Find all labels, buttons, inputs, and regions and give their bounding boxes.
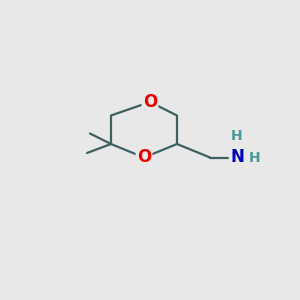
Text: N: N (230, 148, 244, 166)
Text: O: O (137, 148, 151, 166)
Text: H: H (231, 130, 243, 143)
Text: H: H (249, 151, 261, 164)
Text: O: O (143, 93, 157, 111)
